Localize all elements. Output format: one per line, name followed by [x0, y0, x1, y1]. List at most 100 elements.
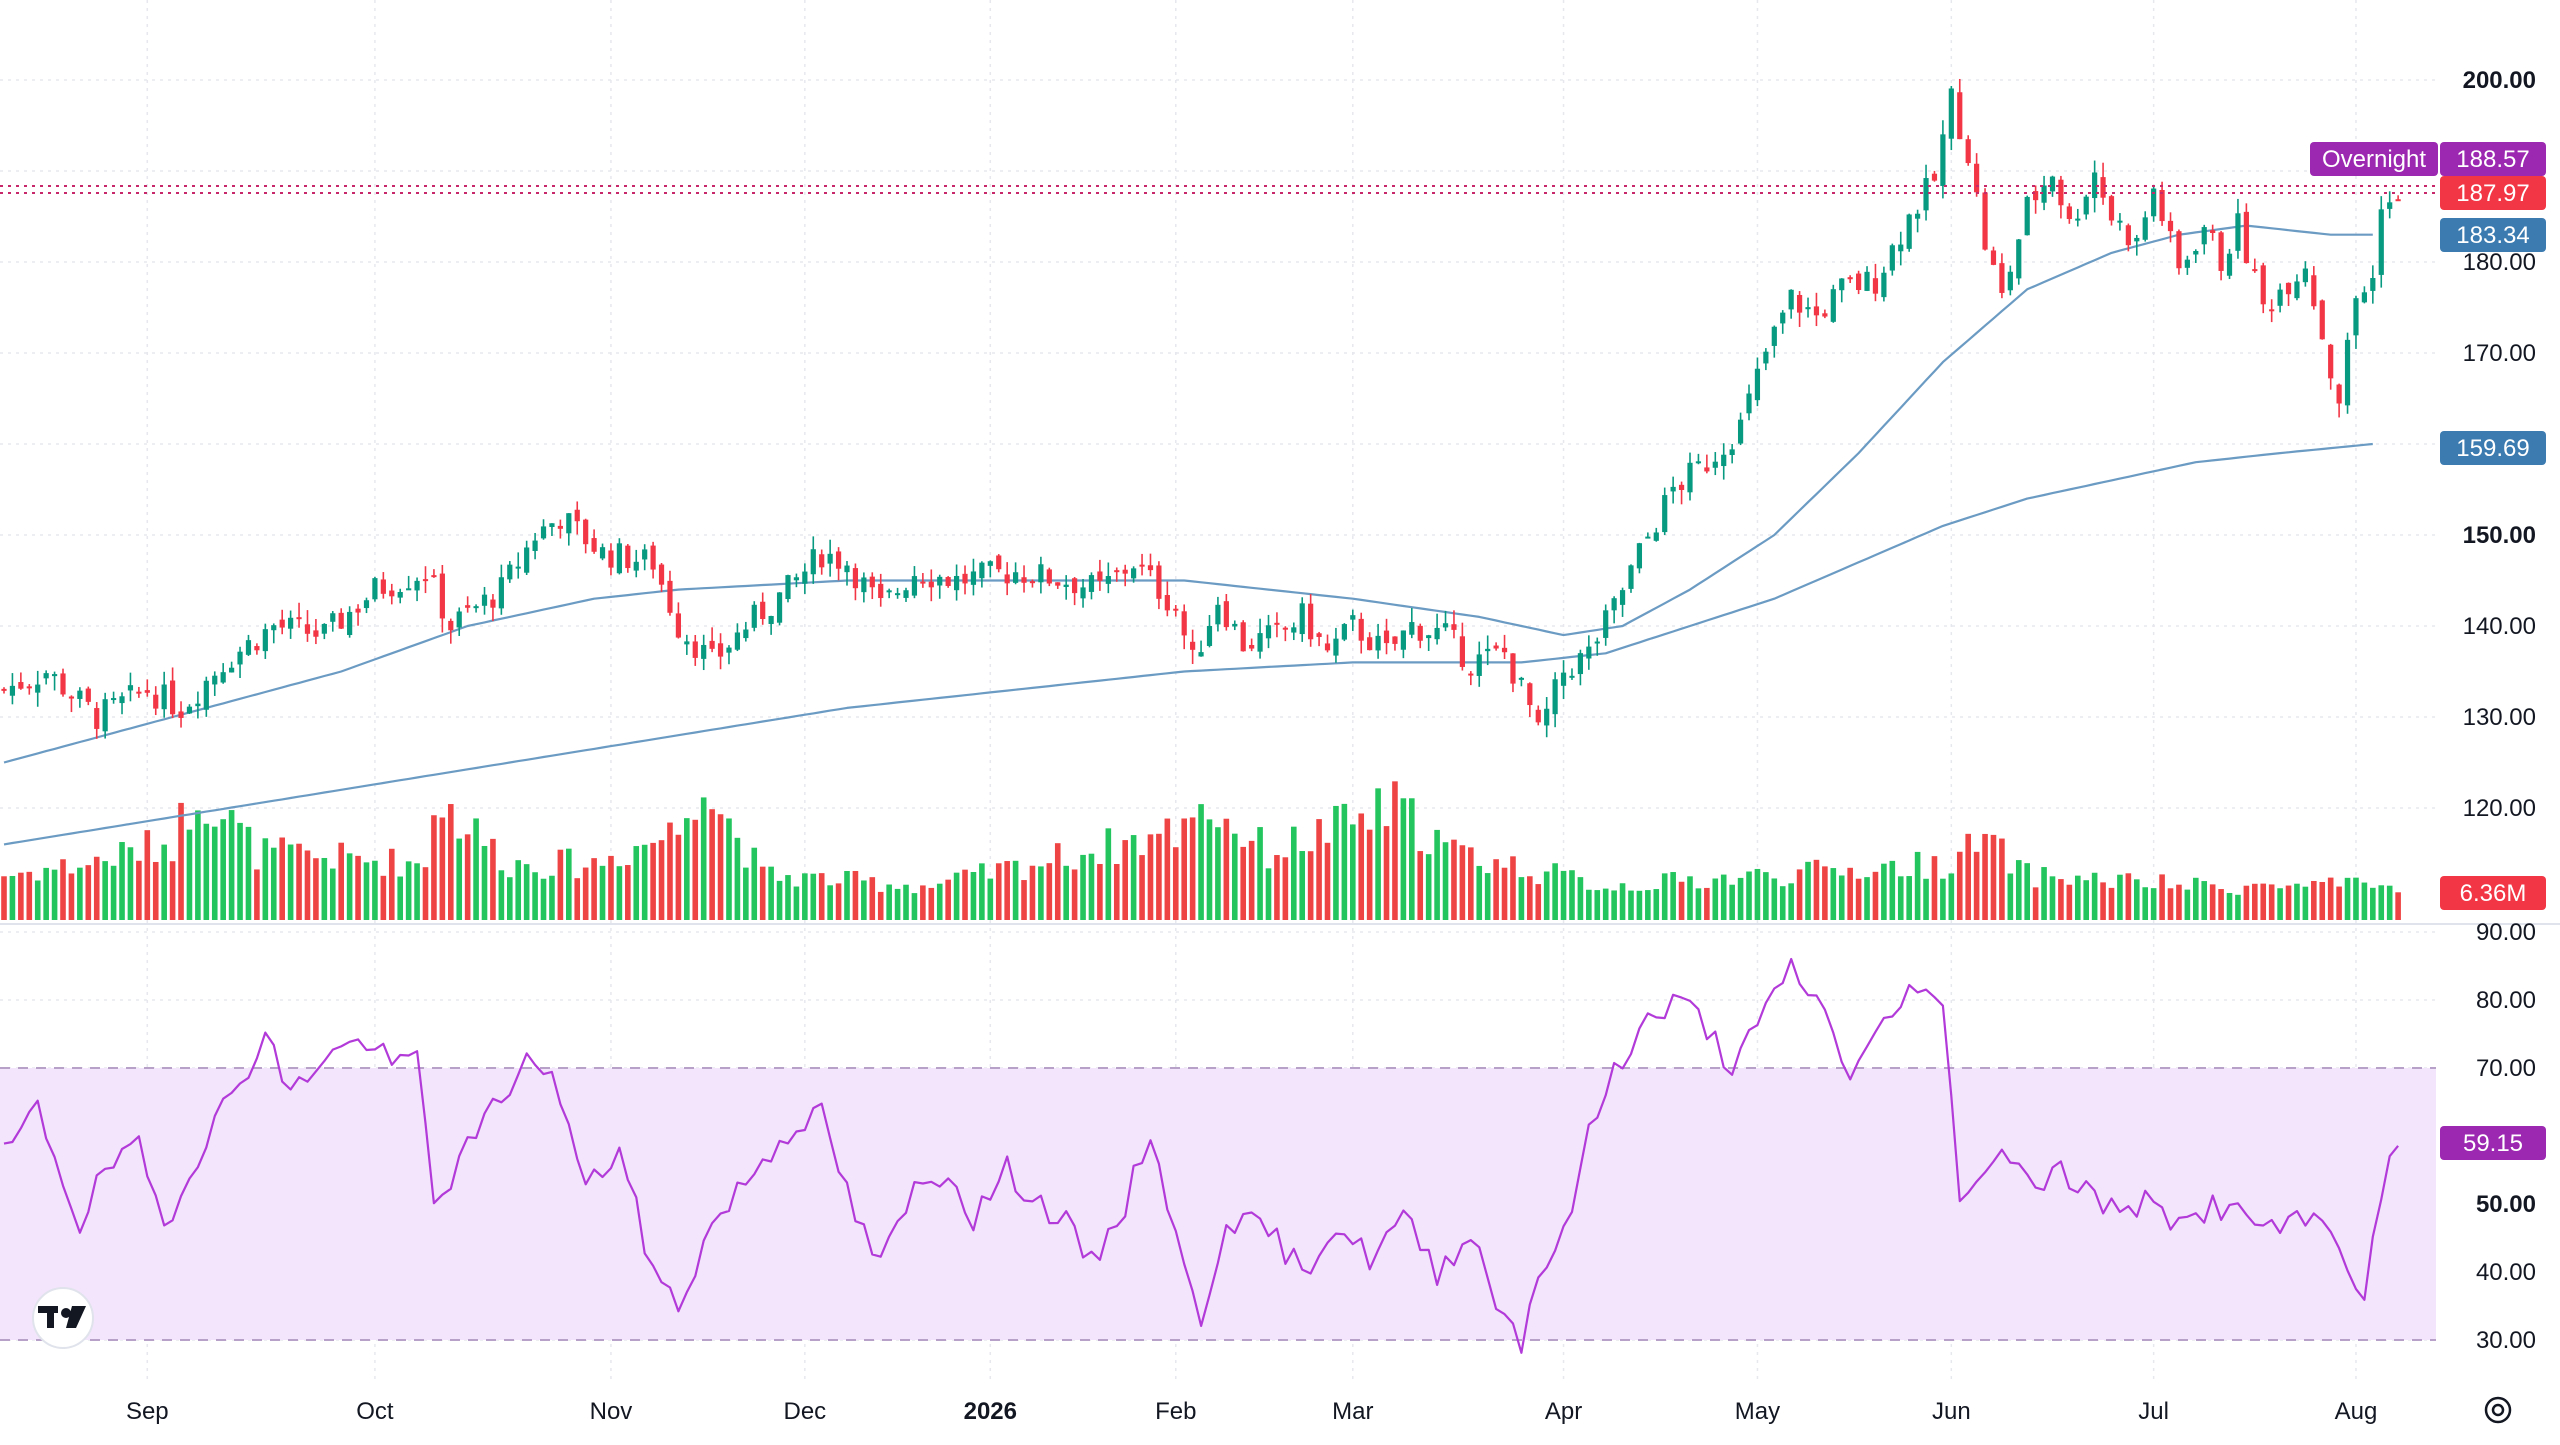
- volume-bar: [2226, 892, 2233, 920]
- candle-body: [161, 684, 167, 710]
- candle-body: [1493, 645, 1499, 649]
- candle-body: [1501, 647, 1508, 653]
- volume-bar: [51, 869, 58, 920]
- candle-body: [1518, 677, 1524, 680]
- price-tick-label: 200.00: [2463, 67, 2536, 94]
- volume-bar: [835, 883, 842, 920]
- volume-bar: [911, 893, 918, 920]
- candle-body: [1400, 630, 1406, 650]
- volume-bar: [776, 880, 783, 920]
- volume-bar: [1586, 889, 1592, 920]
- candle-body: [1013, 572, 1019, 583]
- volume-bar: [287, 844, 294, 920]
- candle-body: [254, 646, 260, 651]
- volume-bar: [1164, 818, 1171, 920]
- volume-bar: [1636, 890, 1643, 920]
- candle-body: [2201, 227, 2207, 245]
- volume-bar: [380, 875, 387, 920]
- volume-bar: [498, 870, 505, 920]
- time-axis[interactable]: Sep Oct Nov Dec 2026 Feb Mar Apr May Jun Jul Aug: [126, 1398, 2377, 1425]
- volume-bar: [751, 847, 758, 920]
- volume-bar: [1451, 839, 1457, 920]
- volume-bar: [464, 834, 471, 920]
- volume-bar: [321, 857, 328, 920]
- settings-gear-icon[interactable]: [2484, 1396, 2512, 1424]
- volume-bar: [431, 815, 437, 920]
- volume-bar: [515, 860, 522, 920]
- volume-bar: [1527, 876, 1533, 920]
- candle-body: [245, 640, 252, 655]
- volume-bar: [1763, 872, 1769, 920]
- volume-bar: [1956, 851, 1963, 920]
- candle-body: [304, 624, 311, 634]
- volume-bar: [818, 873, 825, 920]
- volume-bar: [346, 853, 353, 920]
- candle-body: [2159, 189, 2165, 222]
- volume-bar: [970, 872, 977, 920]
- candle-body: [237, 651, 243, 665]
- volume-bar: [1560, 870, 1567, 920]
- candle-body: [776, 592, 783, 623]
- volume-bar: [254, 869, 260, 920]
- volume-bar: [1872, 871, 1879, 920]
- volume-bar: [1290, 826, 1297, 920]
- rsi-badge: 59.15: [2440, 1126, 2546, 1160]
- candle-body: [1839, 278, 1845, 291]
- candle-body: [751, 604, 757, 628]
- candle-body: [279, 619, 285, 628]
- volume-bar: [279, 837, 285, 920]
- candle-body: [608, 550, 614, 568]
- candle-body: [1974, 163, 1980, 193]
- candle-body: [844, 565, 850, 573]
- candle-body: [1417, 625, 1423, 641]
- candle-body: [869, 576, 875, 588]
- candle-body: [532, 540, 538, 551]
- volume-bar: [2218, 889, 2224, 920]
- price-tick-label: 120.00: [2463, 795, 2536, 822]
- volume-bar: [2066, 884, 2073, 920]
- candle-body: [2319, 300, 2325, 340]
- candle-body: [127, 685, 134, 691]
- candle-body: [144, 690, 150, 693]
- candle-body: [1122, 569, 1128, 574]
- volume-bar: [186, 829, 193, 920]
- volume-bar: [60, 859, 66, 920]
- candle-body: [136, 691, 142, 694]
- volume-bar: [1973, 851, 1980, 920]
- candle-body: [1282, 627, 1288, 630]
- volume-bar: [1004, 861, 1010, 920]
- volume-bar: [1113, 864, 1120, 920]
- candle-body: [1940, 134, 1946, 186]
- candle-body: [2353, 298, 2359, 336]
- volume-bar: [2344, 877, 2351, 920]
- volume-bar: [1822, 866, 1828, 920]
- candle-body: [1156, 565, 1162, 599]
- volume-bar: [2184, 889, 2191, 920]
- candle-body: [1055, 582, 1061, 586]
- volume-bar: [473, 818, 479, 920]
- time-tick-label: Jun: [1932, 1398, 1971, 1425]
- candle-body: [566, 513, 572, 534]
- candle-body: [2294, 281, 2300, 299]
- candle-body: [1527, 683, 1533, 706]
- volume-bar: [1805, 861, 1811, 920]
- candle-body: [1350, 615, 1356, 620]
- tradingview-logo-icon[interactable]: [32, 1287, 94, 1349]
- volume-bar: [270, 847, 277, 920]
- volume-bar: [2125, 873, 2132, 920]
- volume-bar: [591, 858, 597, 920]
- candle-body: [1965, 139, 1971, 164]
- candle-body: [77, 690, 83, 699]
- volume-bar: [9, 875, 16, 920]
- volume-bar: [523, 864, 530, 920]
- volume-bar: [1156, 833, 1162, 920]
- candle-body: [524, 547, 530, 573]
- candle-body: [498, 577, 504, 609]
- candle-body: [1223, 601, 1229, 628]
- candle-body: [1308, 603, 1314, 640]
- candle-body: [1636, 543, 1643, 569]
- candle-body: [810, 549, 816, 575]
